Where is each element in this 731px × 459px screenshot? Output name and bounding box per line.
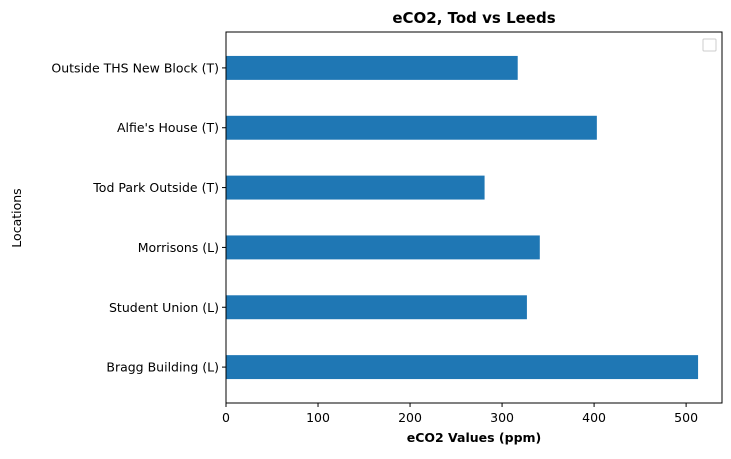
y-axis-label: Locations bbox=[9, 188, 24, 247]
x-tick-label: 300 bbox=[490, 410, 514, 425]
y-tick-label: Bragg Building (L) bbox=[106, 360, 219, 375]
y-tick-label: Student Union (L) bbox=[109, 300, 219, 315]
y-tick-label: Alfie's House (T) bbox=[117, 120, 219, 135]
plot-frame bbox=[225, 31, 723, 404]
chart-title: eCO2, Tod vs Leeds bbox=[392, 9, 555, 27]
x-tick-label: 200 bbox=[398, 410, 422, 425]
axes-layer: Bragg Building (L) Student Union (L) Morri… bbox=[51, 31, 723, 425]
bar bbox=[226, 235, 540, 260]
x-tick-label: 100 bbox=[306, 410, 330, 425]
x-tick-label: 0 bbox=[222, 410, 230, 425]
bar bbox=[226, 55, 518, 80]
y-tick-label: Tod Park Outside (T) bbox=[92, 180, 219, 195]
x-axis-label: eCO2 Values (ppm) bbox=[407, 430, 542, 445]
y-tick-label: Outside THS New Block (T) bbox=[51, 60, 219, 75]
bars-layer bbox=[226, 55, 699, 380]
legend-box bbox=[702, 38, 717, 52]
bar bbox=[226, 115, 597, 140]
bar bbox=[226, 175, 485, 200]
bar bbox=[226, 355, 699, 380]
y-tick-label: Morrisons (L) bbox=[138, 240, 219, 255]
x-tick-label: 400 bbox=[582, 410, 606, 425]
x-tick-label: 500 bbox=[674, 410, 698, 425]
bar bbox=[226, 295, 527, 320]
